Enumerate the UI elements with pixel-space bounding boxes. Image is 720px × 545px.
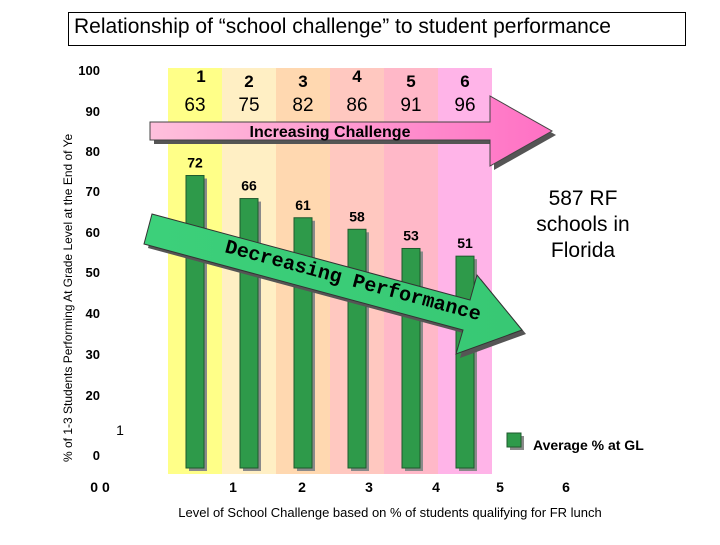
- y-tick-label: 40: [86, 306, 100, 321]
- y-tick-label: 50: [86, 265, 100, 280]
- y-tick-label: 100: [78, 63, 100, 78]
- challenge-level-label: 3: [298, 72, 307, 91]
- x-tick-label: 5: [496, 479, 504, 495]
- y-stray-tick-label: 1: [116, 422, 124, 438]
- rf-schools-note-line: Florida: [551, 239, 616, 262]
- y-tick-label: 60: [86, 225, 100, 240]
- chart-title-box: [68, 12, 686, 46]
- x-tick-label: 0 0: [90, 479, 110, 495]
- fr-lunch-percent: 86: [346, 95, 367, 116]
- y-tick-label: 90: [86, 104, 100, 119]
- bar-data-label: 66: [241, 178, 257, 194]
- x-tick-label: 6: [562, 479, 570, 495]
- rf-schools-note-line: 587 RF: [549, 187, 618, 210]
- chart-title: Relationship of “school challenge” to st…: [74, 15, 611, 38]
- bar: [185, 175, 205, 469]
- bar: [347, 228, 367, 469]
- challenge-level-label: 4: [352, 67, 362, 86]
- legend-swatch: [506, 432, 522, 448]
- challenge-level-label: 1: [196, 67, 205, 86]
- y-tick-label: 80: [86, 144, 100, 159]
- x-tick-label: 1: [229, 479, 237, 495]
- challenge-level-label: 2: [244, 72, 253, 91]
- x-tick-label: 2: [298, 479, 306, 495]
- fr-lunch-percent: 91: [400, 95, 421, 116]
- fr-lunch-percent: 96: [454, 95, 475, 116]
- y-axis-title: % of 1-3 Students Performing At Grade Le…: [61, 133, 75, 462]
- x-tick-label: 3: [365, 479, 373, 495]
- fr-lunch-percent: 63: [184, 95, 205, 116]
- bar-data-label: 58: [349, 208, 365, 224]
- x-axis-title: Level of School Challenge based on % of …: [178, 505, 601, 520]
- bar-data-label: 72: [187, 155, 203, 171]
- y-tick-label: 0: [93, 448, 100, 463]
- y-tick-label: 70: [86, 184, 100, 199]
- y-tick-label: 20: [86, 388, 100, 403]
- challenge-arrow: [149, 95, 554, 167]
- bar-data-label: 61: [295, 197, 311, 213]
- legend-label: Average % at GL: [533, 437, 644, 453]
- challenge-level-label: 5: [406, 72, 415, 91]
- y-tick-label: 30: [86, 347, 100, 362]
- challenge-level-label: 6: [460, 72, 469, 91]
- fr-lunch-percent: 75: [238, 95, 259, 116]
- rf-schools-note-line: schools in: [536, 213, 629, 236]
- bar-data-label: 51: [457, 235, 473, 251]
- bar: [401, 247, 421, 469]
- challenge-arrow-label: Increasing Challenge: [250, 124, 411, 141]
- fr-lunch-percent: 82: [292, 95, 313, 116]
- bar: [455, 255, 475, 469]
- bar-data-label: 53: [403, 227, 419, 243]
- x-tick-label: 4: [432, 479, 440, 495]
- performance-arrow: [143, 213, 523, 355]
- rf-schools-note: 587 RF schools in Florida587 RF schools in…: [536, 187, 629, 262]
